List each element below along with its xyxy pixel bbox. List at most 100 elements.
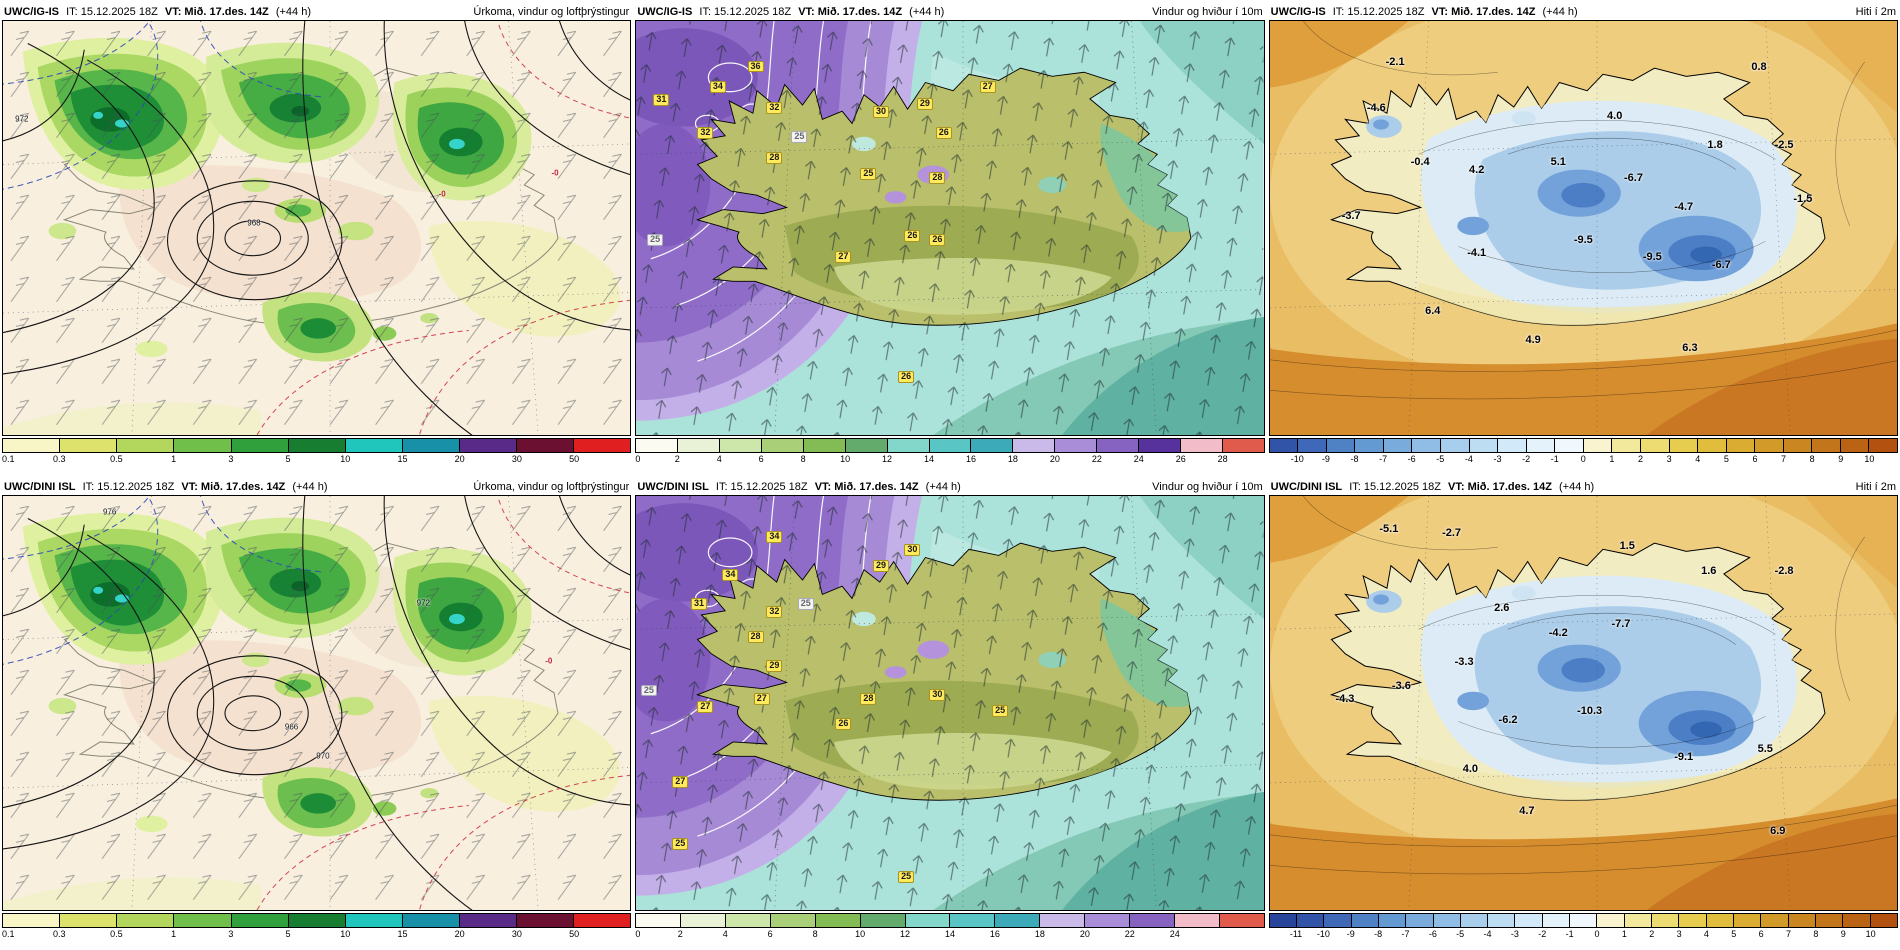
dashed-red-contours (256, 496, 631, 910)
model-name: UWC/IG-IS (4, 5, 59, 18)
lead-time: (+44 h) (292, 480, 328, 493)
colorbar-segment (1555, 439, 1584, 452)
temp-label: -9.5 (1573, 234, 1593, 247)
map-temp-uwc-dini-isl[interactable]: -5.1 -2.7 1.5 1.6 -2.8 2.6 -4.2 -7.7 -3.3 -3.6 -4.… (1268, 495, 1898, 911)
init-time: IT: 15.12.2025 18Z (699, 5, 792, 18)
colorbar-segment (1040, 914, 1086, 927)
colorbar-segment (1469, 439, 1499, 452)
colorbar-segment (726, 914, 771, 927)
temp-label: 6.9 (1770, 825, 1786, 838)
colorbar-tick: 2 (674, 454, 680, 464)
colorbar-ticks: 0 2 4 6 8 10 12 14 16 18 20 22 24 26 28 (635, 453, 1264, 465)
temp-label: 4.9 (1525, 333, 1541, 346)
colorbar-segment (1298, 439, 1327, 452)
colorbar-segment (1097, 439, 1140, 452)
temp-label: -7.7 (1611, 618, 1631, 631)
colorbar-segment (1812, 439, 1841, 452)
colorbar-segment (1706, 914, 1734, 927)
temp-label: -2.1 (1385, 56, 1405, 69)
gust2-label: 25 (797, 597, 814, 610)
colorbar-tick: -3 (1493, 454, 1502, 464)
colorbar-segment (1669, 439, 1699, 452)
colorbar-segment (345, 914, 403, 927)
gust-label: 34 (722, 568, 739, 581)
map-labels: -2.1 0.8 -4.6 4.0 1.8 -2.5 -0.4 4.2 5.1 -6.7 -1.5 -… (1270, 21, 1897, 435)
map-precip-uwc-dini-isl[interactable]: 976 972 966 970 -0 (2, 495, 632, 911)
colorbar-wind: 0 2 4 6 8 10 12 14 16 18 20 22 24 (635, 913, 1265, 940)
colorbar-tick: -7 (1401, 929, 1410, 939)
colorbar-tick: 5 (285, 929, 291, 939)
colorbar-tick: 22 (1091, 454, 1102, 464)
colorbar-tick: -1 (1550, 454, 1559, 464)
gust-label: 32 (766, 605, 783, 618)
colorbar-segment (1378, 914, 1407, 927)
gust-label: 26 (904, 230, 921, 243)
colorbar-segment (1869, 439, 1898, 452)
colorbar-segment (770, 914, 816, 927)
colorbar-segment (1755, 439, 1784, 452)
colorbar-tick: 26 (1175, 454, 1186, 464)
colorbar-segment (1624, 914, 1653, 927)
temp-label: 5.1 (1550, 155, 1566, 168)
colorbar-swatches (2, 913, 632, 928)
map-labels: 34 34 29 30 31 32 25 28 29 25 27 27 26 28 30 25 27 25 25 (636, 496, 1263, 910)
colorbar-tick: -5 (1436, 454, 1445, 464)
precip-map-image (3, 496, 631, 910)
colorbar-segment (929, 439, 972, 452)
run-info: UWC/IG-IS IT: 15.12.2025 18Z VT: Mið. 17… (4, 6, 315, 18)
gust2-label: 25 (791, 130, 808, 143)
colorbar-segment (1679, 914, 1707, 927)
panel-header: UWC/IG-IS IT: 15.12.2025 18Z VT: Mið. 17… (1269, 3, 1898, 20)
colorbar-segment (1597, 914, 1625, 927)
colorbar-segment (636, 914, 682, 927)
colorbar-tick: 0 (1594, 929, 1600, 939)
gust-label: 25 (898, 870, 915, 883)
map-wind-uwc-ig-is[interactable]: 31 34 36 32 32 25 28 30 29 26 27 25 28 26 27 26 25 26 (635, 20, 1265, 436)
temp-label: 4.7 (1519, 804, 1535, 817)
dashed-blue-contours (3, 21, 323, 190)
run-info: UWC/IG-IS IT: 15.12.2025 18Z VT: Mið. 17… (1271, 6, 1582, 18)
colorbar-tick: 3 (228, 929, 234, 939)
pressure-label: 972 (15, 114, 29, 124)
colorbar-tick: 0 (635, 454, 641, 464)
colorbar-swatches (635, 913, 1265, 928)
colorbar-swatches (2, 438, 632, 453)
temp-label: -9.5 (1642, 250, 1662, 263)
panel-header: UWC/IG-IS IT: 15.12.2025 18Z VT: Mið. 17… (635, 3, 1264, 20)
panel-header: UWC/DINI ISL IT: 15.12.2025 18Z VT: Mið.… (1269, 478, 1898, 495)
colorbar-tick: -8 (1374, 929, 1383, 939)
colorbar-segment (60, 439, 118, 452)
colorbar-segment (288, 439, 346, 452)
colorbar-ticks: -11 -10 -9 -8 -7 -6 -5 -4 -3 -2 -1 0 1 2 3 4 5 6 7 8 9 10 (1269, 928, 1898, 940)
temp-label: -9.1 (1674, 750, 1694, 763)
colorbar-segment (950, 914, 996, 927)
gust-label: 29 (872, 560, 889, 573)
colorbar-tick: 8 (800, 454, 806, 464)
colorbar-tick: 4 (722, 929, 728, 939)
wind-map-image (636, 496, 1264, 910)
gust-label: 25 (672, 837, 689, 850)
temp-label: 4.2 (1469, 163, 1485, 176)
map-precip-uwc-ig-is[interactable]: 972 968 -0 -0 (2, 20, 632, 436)
colorbar-segment (995, 914, 1041, 927)
colorbar-tick: -6 (1407, 454, 1416, 464)
temp-label: -2.7 (1442, 527, 1462, 540)
gust-label: 36 (747, 60, 764, 73)
colorbar-segment (1726, 439, 1756, 452)
colorbar-segment (1406, 914, 1434, 927)
colorbar-tick: 1 (1621, 929, 1627, 939)
colorbar-tick: 7 (1781, 454, 1787, 464)
pressure-label: 970 (316, 751, 330, 761)
colorbar-segment (574, 439, 631, 452)
wind-arrows-pattern (636, 496, 1264, 910)
panel-header: UWC/DINI ISL IT: 15.12.2025 18Z VT: Mið.… (635, 478, 1264, 495)
colorbar-tick: 1 (171, 454, 177, 464)
panel-header: UWC/IG-IS IT: 15.12.2025 18Z VT: Mið. 17… (2, 3, 631, 20)
gust2-label: 25 (640, 684, 657, 697)
colorbar-segment (1652, 914, 1680, 927)
map-wind-uwc-dini-isl[interactable]: 34 34 29 30 31 32 25 28 29 25 27 27 26 28 30 25 27 25 25 (635, 495, 1265, 911)
map-temp-uwc-ig-is[interactable]: -2.1 0.8 -4.6 4.0 1.8 -2.5 -0.4 4.2 5.1 -6.7 -1.5 -… (1268, 20, 1898, 436)
valid-time: VT: Mið. 17.des. 14Z (164, 5, 269, 18)
temp-label: -3.7 (1341, 209, 1361, 222)
colorbar-tick: 6 (758, 454, 764, 464)
